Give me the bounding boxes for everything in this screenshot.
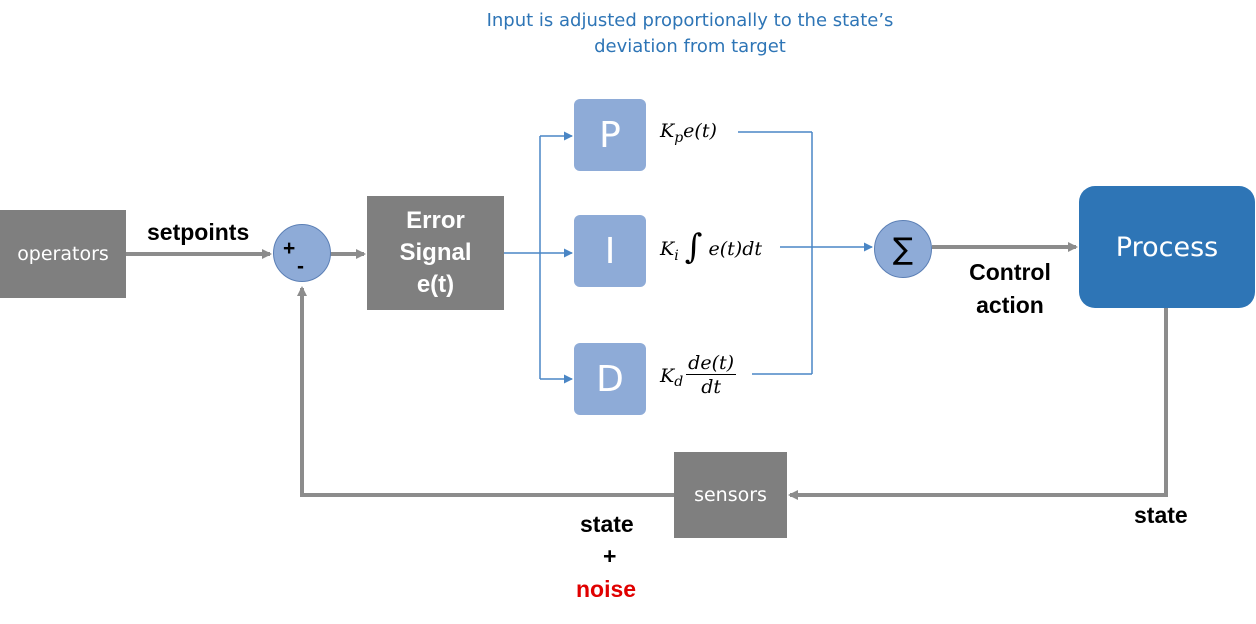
state-label-left: state [580,511,634,537]
i-coef: K [660,238,675,260]
d-coef: K [660,364,675,387]
d-block: D [574,343,646,415]
plus-label: + [603,543,617,569]
noise-label: noise [576,576,637,602]
summing-junction: + - [273,224,331,282]
d-fraction: de(t) dt [686,352,737,399]
integral-sign: ∫ [684,227,703,267]
control-action-label: Control action [969,259,1051,318]
state-label-right: state [1134,502,1188,528]
p-coef: K [660,120,675,142]
summing-minus-sign: - [297,255,304,278]
d-numerator: de(t) [686,352,737,375]
i-formula: Ki ∫ e(t)dt [660,227,763,270]
i-sub: i [674,247,679,264]
arrow-process-to-sensors [788,308,1168,500]
d-denominator: dt [701,376,722,398]
i-block: I [574,215,646,287]
p-formula: Kpe(t) [660,120,717,146]
arrow-sensors-to-sum [297,286,674,497]
diagram-caption: Input is adjusted proportionally to the … [486,10,894,57]
sigma-symbol: ∑ [892,231,914,267]
process-block: Process [1079,186,1255,308]
sigma-node: ∑ [874,220,932,278]
summing-plus-sign: + [283,237,296,260]
p-expr: e(t) [683,120,717,142]
operators-block: operators [0,210,126,298]
d-sub: d [674,373,684,390]
setpoints-label: setpoints [147,219,250,245]
sensors-block: sensors [674,452,787,538]
error-signal-block: Error Signal e(t) [367,196,504,310]
i-expr: e(t)dt [708,238,763,260]
p-sub: p [674,129,684,146]
p-block: P [574,99,646,171]
